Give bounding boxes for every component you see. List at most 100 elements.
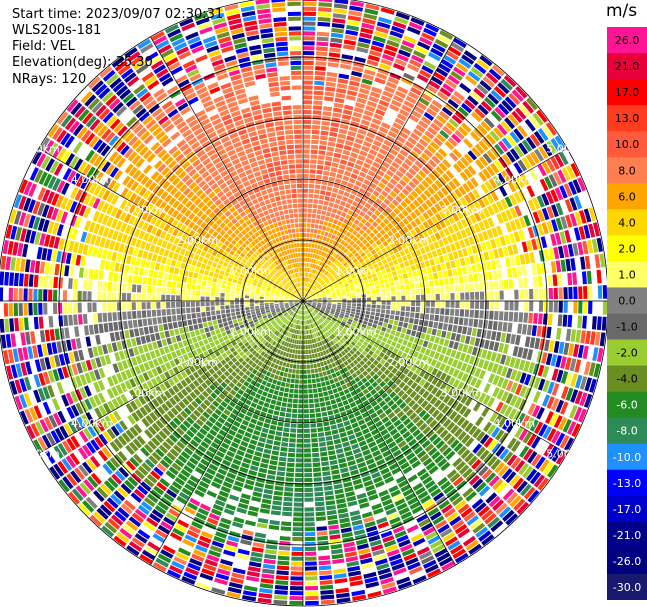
range-gate xyxy=(260,395,266,402)
range-gate xyxy=(310,307,314,311)
range-gate xyxy=(452,324,458,333)
range-gate xyxy=(553,301,558,313)
range-gate xyxy=(502,509,515,522)
range-gate xyxy=(407,271,413,278)
range-gate xyxy=(306,320,308,325)
range-gate xyxy=(351,422,359,429)
range-gate xyxy=(466,327,473,336)
range-gate xyxy=(317,204,323,210)
range-gate xyxy=(364,248,370,255)
range-gate xyxy=(471,498,484,510)
range-gate xyxy=(304,492,314,497)
range-gate xyxy=(444,102,456,113)
range-gate xyxy=(331,192,337,198)
range-gate xyxy=(508,232,516,244)
range-gate xyxy=(468,236,475,245)
range-gate xyxy=(499,185,508,197)
range-gate xyxy=(357,497,369,505)
range-gate xyxy=(290,581,303,586)
range-gate xyxy=(463,318,469,326)
range-gate xyxy=(303,305,305,310)
range-gate xyxy=(579,376,588,390)
range-gate xyxy=(304,531,316,537)
range-gate xyxy=(357,543,369,550)
range-gate xyxy=(303,310,305,315)
range-gate xyxy=(271,450,280,456)
range-gate xyxy=(424,480,436,490)
range-gate xyxy=(347,90,358,97)
range-gate xyxy=(325,259,329,264)
range-gate xyxy=(434,257,440,265)
range-gate xyxy=(583,224,591,239)
range-gate xyxy=(371,242,378,249)
range-gate xyxy=(276,565,290,571)
range-gate xyxy=(443,384,452,394)
range-gate xyxy=(306,267,308,272)
range-gate xyxy=(342,319,348,323)
range-gate xyxy=(340,274,345,279)
range-gate xyxy=(303,124,311,129)
range-gate xyxy=(380,467,390,475)
range-gate xyxy=(322,263,327,268)
range-gate xyxy=(357,403,364,410)
range-gate xyxy=(277,396,283,402)
range-gate xyxy=(324,332,329,338)
range-gate xyxy=(303,292,304,297)
range-gate xyxy=(432,272,438,280)
range-gate xyxy=(320,584,334,590)
range-gate xyxy=(390,383,398,391)
range-gate xyxy=(373,553,387,561)
range-gate xyxy=(555,399,564,413)
range-gate xyxy=(364,347,370,353)
range-gate xyxy=(298,325,301,330)
range-gate xyxy=(293,334,296,339)
range-gate xyxy=(289,600,303,606)
range-gate xyxy=(407,63,420,73)
range-gate xyxy=(318,0,333,3)
range-gate xyxy=(369,255,375,262)
range-gate xyxy=(308,344,311,349)
range-gate xyxy=(310,154,318,159)
range-gate xyxy=(359,88,370,95)
range-gate xyxy=(377,261,383,267)
range-gate xyxy=(351,116,361,123)
range-gate xyxy=(478,156,489,167)
range-gate xyxy=(524,118,536,132)
range-gate xyxy=(308,324,311,329)
range-gate xyxy=(364,520,376,528)
range-gate xyxy=(490,331,497,341)
range-gate xyxy=(588,362,596,377)
range-gate xyxy=(307,253,311,258)
range-gate xyxy=(299,315,301,320)
range-gate xyxy=(312,303,317,305)
range-gate xyxy=(330,340,335,346)
range-gate xyxy=(337,302,342,305)
range-gate xyxy=(307,303,312,305)
range-gate xyxy=(424,245,431,253)
range-gate xyxy=(369,282,375,287)
range-gate xyxy=(409,390,417,399)
range-gate xyxy=(329,238,334,244)
range-gate xyxy=(383,278,389,283)
range-gate xyxy=(390,126,400,135)
range-gate xyxy=(274,585,289,590)
range-gate xyxy=(503,311,509,321)
range-gate xyxy=(385,245,392,252)
range-gate xyxy=(297,414,303,419)
range-gate xyxy=(410,365,418,372)
range-gate xyxy=(364,329,370,334)
range-gate xyxy=(444,374,452,384)
range-gate xyxy=(386,291,391,296)
range-gate xyxy=(500,332,507,343)
range-gate xyxy=(329,197,336,203)
range-gate xyxy=(420,332,426,340)
range-gate xyxy=(446,421,456,431)
range-gate xyxy=(369,182,377,190)
range-gate xyxy=(320,135,328,141)
range-gate xyxy=(340,287,345,291)
range-gate xyxy=(366,489,377,497)
range-gate xyxy=(470,131,481,142)
range-gate xyxy=(599,253,606,268)
range-gate xyxy=(486,193,495,204)
range-gate xyxy=(452,268,458,276)
